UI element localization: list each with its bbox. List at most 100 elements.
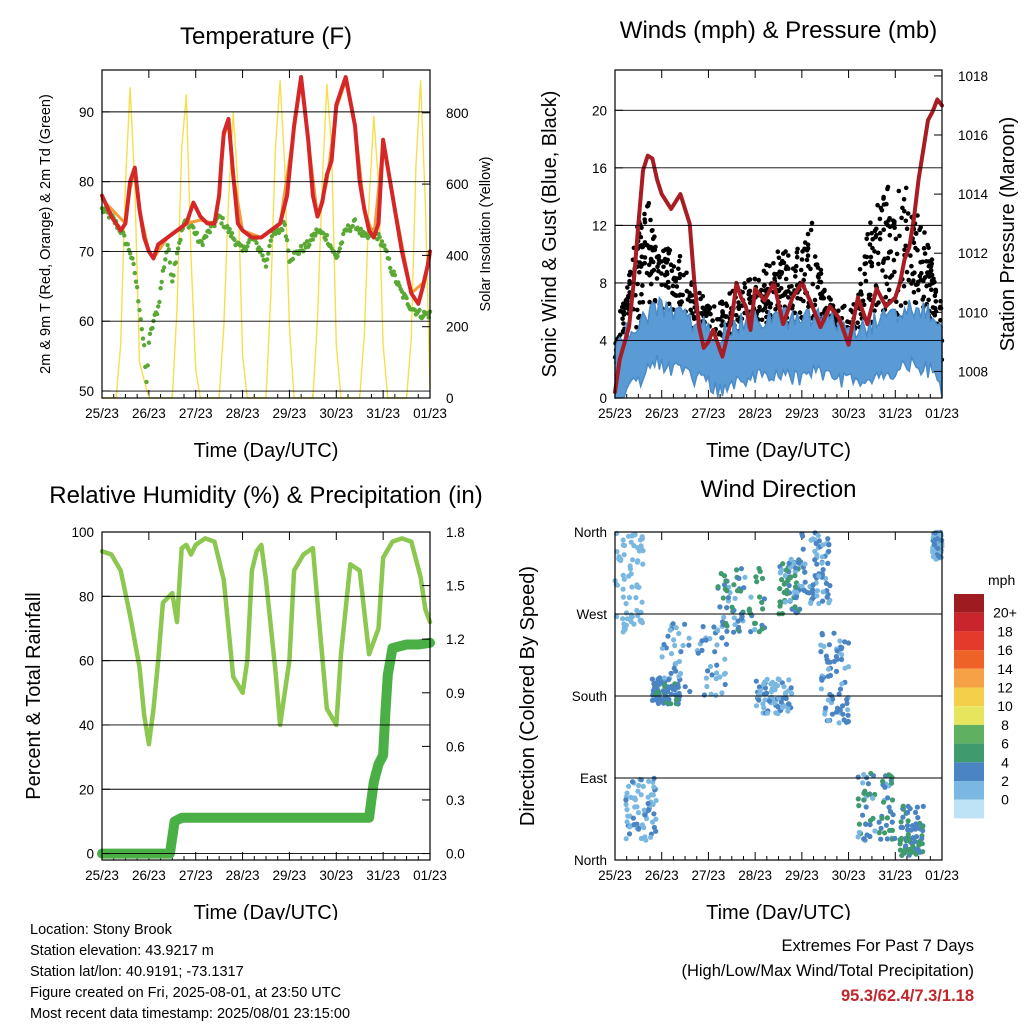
gust-point bbox=[898, 303, 904, 308]
gust-point bbox=[648, 217, 653, 223]
gust-point bbox=[620, 310, 626, 316]
gust-point bbox=[708, 311, 713, 317]
direction-point bbox=[709, 672, 715, 678]
gust-point bbox=[877, 230, 883, 236]
gust-point bbox=[908, 253, 913, 258]
gust-point bbox=[742, 285, 748, 290]
y-tick-label: 16 bbox=[592, 161, 607, 176]
direction-point bbox=[856, 803, 862, 809]
most-recent-timestamp: Most recent data timestamp: 2025/08/01 2… bbox=[30, 1006, 351, 1022]
gust-point bbox=[642, 220, 648, 225]
gust-point bbox=[933, 299, 939, 304]
direction-point bbox=[760, 606, 766, 612]
gust-point bbox=[772, 271, 777, 277]
gust-point bbox=[673, 293, 678, 298]
direction-point bbox=[855, 774, 861, 780]
gust-point bbox=[642, 255, 648, 260]
gust-point bbox=[828, 297, 833, 302]
gust-point bbox=[685, 297, 691, 302]
station-elevation: Station elevation: 43.9217 m bbox=[30, 943, 214, 959]
direction-point bbox=[870, 773, 877, 779]
direction-point bbox=[725, 595, 732, 601]
gust-point bbox=[665, 279, 671, 285]
dewpoint-point bbox=[167, 260, 173, 265]
direction-point bbox=[626, 831, 633, 837]
direction-point bbox=[865, 791, 872, 798]
direction-point bbox=[838, 646, 845, 652]
dewpoint-point bbox=[125, 242, 130, 247]
x-tick-label: 29/23 bbox=[273, 868, 307, 883]
direction-point bbox=[635, 788, 641, 794]
x-tick-label: 01/23 bbox=[925, 406, 959, 421]
direction-point bbox=[882, 830, 888, 836]
direction-point bbox=[870, 795, 876, 801]
direction-point bbox=[669, 684, 675, 690]
dewpoint-point bbox=[339, 240, 345, 245]
gust-point bbox=[815, 284, 820, 290]
direction-point bbox=[714, 642, 720, 648]
direction-point bbox=[861, 771, 867, 778]
legend-swatch bbox=[954, 724, 984, 744]
series-2m-temperature bbox=[100, 75, 432, 306]
gust-point bbox=[799, 257, 805, 262]
gust-point bbox=[639, 243, 644, 248]
gust-point bbox=[924, 259, 929, 264]
direction-point bbox=[721, 671, 728, 677]
legend-swatch bbox=[954, 594, 984, 613]
station-location: Location: Stony Brook bbox=[30, 922, 172, 938]
direction-point bbox=[761, 596, 768, 602]
dewpoint-point bbox=[404, 295, 409, 301]
direction-point bbox=[916, 839, 923, 845]
direction-point bbox=[628, 618, 634, 625]
direction-point bbox=[816, 573, 822, 579]
direction-point bbox=[876, 819, 882, 825]
legend-swatch bbox=[954, 612, 984, 632]
series-station-pressure bbox=[613, 97, 944, 395]
gust-point bbox=[649, 269, 655, 274]
direction-point bbox=[642, 812, 648, 818]
panel-title: Wind Direction bbox=[700, 476, 856, 503]
gust-point bbox=[761, 268, 767, 274]
direction-point bbox=[781, 684, 787, 690]
dewpoint-point bbox=[243, 248, 249, 253]
direction-point bbox=[723, 578, 729, 584]
dewpoint-point bbox=[260, 253, 265, 258]
direction-point bbox=[884, 815, 891, 821]
direction-point bbox=[639, 535, 646, 542]
gust-point bbox=[677, 253, 683, 259]
x-tick-label: 01/23 bbox=[925, 868, 959, 883]
direction-point bbox=[837, 686, 844, 692]
direction-point bbox=[825, 697, 831, 703]
direction-point bbox=[708, 691, 714, 697]
gust-point bbox=[915, 247, 920, 253]
gust-point bbox=[624, 298, 630, 304]
direction-point bbox=[905, 809, 911, 816]
legend-label: 6 bbox=[1001, 736, 1009, 752]
direction-point bbox=[630, 557, 636, 563]
direction-point bbox=[747, 610, 754, 616]
gust-point bbox=[642, 260, 647, 266]
direction-point bbox=[704, 683, 710, 690]
direction-point bbox=[826, 542, 832, 548]
extremes-title: Extremes For Past 7 Days bbox=[781, 937, 974, 955]
gust-point bbox=[903, 243, 908, 249]
gust-point bbox=[635, 281, 640, 287]
gust-point bbox=[809, 220, 815, 226]
direction-point bbox=[621, 552, 627, 558]
direction-point bbox=[864, 832, 870, 838]
gust-point bbox=[747, 296, 752, 302]
direction-point bbox=[671, 637, 677, 643]
gust-point bbox=[925, 272, 931, 278]
direction-point bbox=[796, 560, 802, 566]
direction-point bbox=[651, 681, 657, 687]
direction-point bbox=[723, 641, 730, 647]
direction-point bbox=[721, 582, 728, 588]
direction-point bbox=[938, 533, 944, 539]
direction-point bbox=[919, 824, 926, 830]
direction-point bbox=[792, 604, 798, 610]
gust-point bbox=[680, 292, 685, 298]
direction-point bbox=[751, 620, 758, 627]
gust-point bbox=[887, 232, 893, 238]
dewpoint-point bbox=[282, 222, 287, 227]
direction-point bbox=[826, 642, 833, 648]
